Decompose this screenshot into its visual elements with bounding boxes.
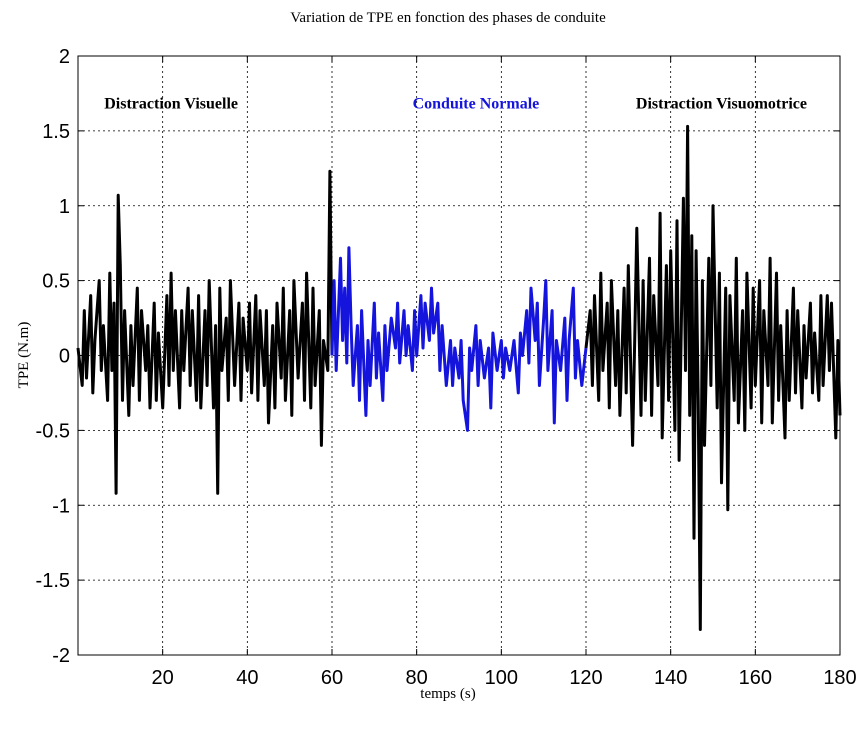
chart-title: Variation de TPE en fonction des phases … [290, 10, 606, 26]
y-tick-label: 1 [59, 196, 70, 218]
y-tick-label: -1 [52, 495, 70, 517]
annotation-label: Conduite Normale [413, 95, 540, 112]
annotation-label: Distraction Visuomotrice [636, 95, 807, 112]
x-tick-label: 100 [485, 667, 518, 689]
annotations: Distraction Visuelle Conduite Normale Dist… [104, 95, 807, 112]
x-tick-label: 180 [823, 667, 856, 689]
x-tick-label: 160 [739, 667, 772, 689]
annotation-label: Distraction Visuelle [104, 95, 238, 112]
series-group [76, 124, 842, 631]
series-line-1 [330, 246, 588, 432]
x-tick-label: 80 [406, 667, 428, 689]
x-tick-label: 120 [569, 667, 602, 689]
x-axis: 20 40 60 80 100 120 140 160 180 [152, 56, 857, 689]
x-tick-label: 40 [236, 667, 258, 689]
y-tick-label: 0.5 [42, 271, 70, 293]
y-axis: 2 1.5 1 0.5 0 -0.5 -1 -1.5 -2 [36, 46, 840, 667]
y-tick-label: -0.5 [36, 420, 70, 442]
series-line-2 [584, 124, 842, 631]
y-axis-label: TPE (N.m) [16, 322, 32, 389]
x-axis-label: temps (s) [420, 686, 475, 702]
y-tick-label: -2 [52, 645, 70, 667]
y-tick-label: 2 [59, 46, 70, 68]
x-tick-label: 20 [152, 667, 174, 689]
y-tick-label: 1.5 [42, 121, 70, 143]
series-line-0 [76, 169, 334, 495]
x-tick-label: 140 [654, 667, 687, 689]
x-tick-label: 60 [321, 667, 343, 689]
y-tick-label: -1.5 [36, 570, 70, 592]
y-tick-label: 0 [59, 346, 70, 368]
